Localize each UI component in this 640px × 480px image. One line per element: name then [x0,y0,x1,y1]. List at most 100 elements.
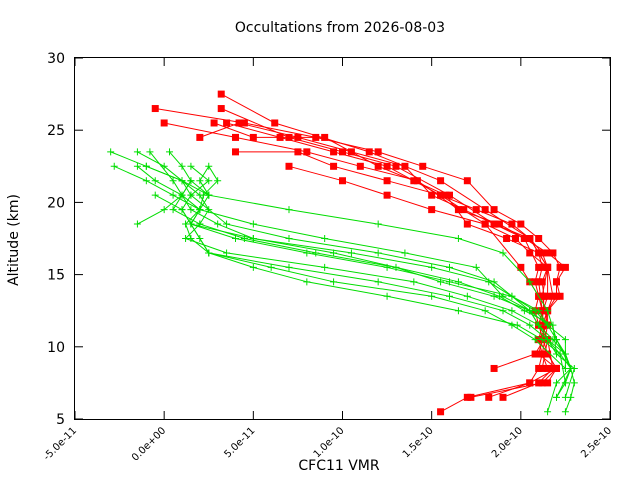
data-point [446,191,453,199]
data-point [214,177,222,185]
data-point [538,379,546,387]
data-point [561,393,569,401]
data-point [544,307,552,315]
data-point [374,162,382,170]
data-point [508,292,516,300]
profile-line [137,179,566,369]
data-point [446,292,453,300]
data-point [561,263,569,271]
data-point [196,206,204,214]
data-point [160,206,168,214]
data-point [276,133,284,141]
data-point [214,220,222,228]
data-point [365,148,373,156]
data-point [383,263,391,271]
data-point [160,119,168,127]
data-point [472,206,480,214]
data-point [110,162,118,170]
data-point [428,292,436,300]
data-point [544,263,552,271]
data-point [553,379,560,387]
data-point [151,105,159,113]
data-point [561,379,569,387]
plot-area [107,90,578,416]
data-point [249,235,257,242]
data-point [133,162,141,170]
data-point [553,364,560,372]
data-point [495,292,503,300]
data-point [330,148,338,156]
data-point [538,350,546,358]
data-point [549,249,557,257]
data-point [535,278,543,286]
data-point [146,148,154,156]
data-point [553,350,560,358]
data-point [526,379,534,387]
data-point [271,119,279,127]
data-point [538,364,546,372]
data-point [187,220,195,228]
data-point [531,350,539,358]
data-point [294,148,302,156]
data-point [321,133,329,141]
data-point [374,249,382,257]
data-point [339,177,346,185]
data-point [249,263,257,271]
data-point [410,278,418,286]
data-point [166,148,174,156]
data-point [526,235,534,242]
data-point [538,263,546,271]
y-tick-label: 5 [56,412,65,428]
data-point [151,177,159,185]
data-point [312,249,320,257]
data-point [535,350,543,358]
data-point [223,249,231,257]
plot-border [74,57,611,420]
data-point [232,148,239,156]
data-point [454,307,462,315]
data-point [187,206,195,214]
data-point [538,278,546,286]
data-point [481,307,489,315]
data-point [232,235,239,242]
data-point [549,364,557,372]
data-point [544,249,552,257]
data-point [232,133,239,141]
data-point [490,220,498,228]
data-point [178,162,186,170]
data-point [553,292,560,300]
profile-line [220,93,558,413]
data-point [187,191,195,199]
data-point [374,148,382,156]
data-point [556,292,564,300]
data-point [481,206,489,214]
x-axis-label: CFC11 VMR [298,458,380,474]
data-point [267,263,275,271]
data-point [463,177,471,185]
data-point [169,206,177,214]
data-point [437,408,445,416]
profile-line [190,165,548,326]
data-point [520,235,528,242]
data-point [210,119,218,127]
data-point [339,148,346,156]
data-point [347,148,355,156]
data-point [535,379,543,387]
data-point [142,177,150,185]
data-point [187,162,195,170]
data-point [499,249,507,257]
data-point [544,321,552,329]
data-point [383,292,391,300]
data-point [321,235,329,242]
data-point [303,249,311,257]
data-point [178,206,186,214]
data-point [205,162,213,170]
data-point [526,278,534,286]
y-tick-label: 15 [47,268,65,284]
data-point [401,249,409,257]
data-point [223,220,231,228]
data-point [419,162,427,170]
data-point [133,148,141,156]
